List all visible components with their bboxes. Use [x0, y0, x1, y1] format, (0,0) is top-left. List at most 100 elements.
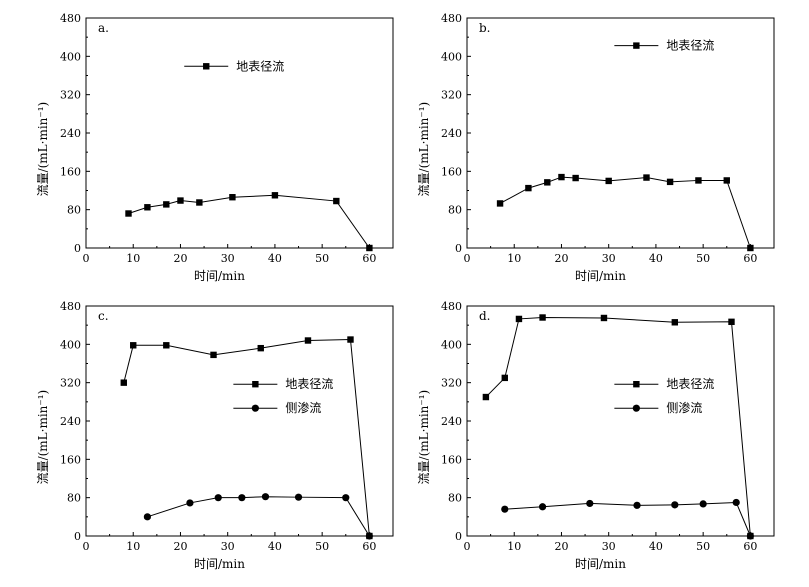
plot-frame: [85, 305, 394, 537]
plot-frame: [466, 305, 775, 537]
legend-label: 地表径流: [666, 377, 714, 391]
data-point: [130, 342, 137, 349]
data-point: [271, 192, 279, 199]
data-point: [544, 179, 551, 186]
y-tick-label: 0: [74, 530, 81, 543]
series-1: [120, 336, 373, 540]
x-tick-label: 10: [126, 252, 140, 265]
x-tick-label: 0: [464, 540, 471, 553]
data-point: [501, 374, 508, 382]
series-1: [125, 192, 373, 252]
series-line: [123, 339, 370, 537]
x-axis-label: 时间/min: [575, 557, 626, 571]
y-tick-label: 160: [60, 453, 81, 466]
legend-label: 地表径流: [285, 377, 333, 391]
data-point: [229, 194, 236, 201]
legend-marker: [203, 63, 210, 70]
data-point: [538, 503, 547, 511]
data-point: [572, 174, 579, 182]
data-point: [732, 498, 740, 507]
data-point: [365, 532, 373, 540]
x-tick-label: 10: [507, 252, 521, 265]
plot-frame: [466, 17, 775, 249]
data-point: [347, 336, 354, 343]
x-tick-label: 60: [743, 252, 757, 265]
series-line: [147, 496, 370, 537]
x-tick-label: 20: [554, 252, 568, 265]
y-tick-label: 0: [455, 242, 462, 255]
data-point: [496, 200, 504, 207]
series-line: [485, 316, 751, 537]
y-tick-label: 80: [448, 204, 462, 217]
x-tick-label: 20: [554, 540, 568, 553]
y-tick-label: 320: [441, 377, 462, 390]
data-point: [163, 201, 170, 208]
y-tick-label: 400: [60, 338, 81, 351]
x-tick-label: 20: [173, 540, 187, 553]
y-tick-label: 480: [60, 300, 81, 313]
data-point: [666, 178, 674, 186]
panel-label: c.: [98, 309, 109, 323]
chart-panel-2: 0 10 20 30 40 50 60 0 80 160 240 320 400 480 时间/min 流量/…: [417, 12, 775, 283]
series-2: [143, 493, 373, 540]
series-1: [482, 314, 754, 540]
legend-label: 地表径流: [236, 59, 284, 73]
x-tick-label: 40: [649, 540, 663, 553]
y-tick-label: 240: [60, 415, 81, 428]
legend-marker: [252, 381, 259, 388]
data-point: [125, 210, 132, 217]
x-tick-label: 20: [173, 252, 187, 265]
x-tick-label: 0: [83, 252, 90, 265]
data-point: [600, 314, 608, 322]
y-axis-label: 流量/(mL·min⁻¹): [417, 390, 431, 485]
x-tick-label: 0: [464, 252, 471, 265]
data-point: [214, 494, 222, 502]
data-point: [746, 532, 754, 540]
x-tick-label: 30: [602, 252, 616, 265]
y-tick-label: 80: [67, 492, 81, 505]
legend-marker: [633, 381, 640, 388]
data-point: [728, 318, 735, 326]
data-point: [304, 337, 312, 344]
legend: 地表径流: [184, 59, 284, 73]
panel-label: d.: [479, 309, 491, 323]
data-point: [186, 499, 194, 507]
chart-panel-4: 0 10 20 30 40 50 60 0 80 160 240 320 400 480 时间/min 流量/…: [417, 300, 775, 571]
x-tick-label: 0: [83, 540, 90, 553]
x-tick-label: 10: [507, 540, 521, 553]
x-axis-label: 时间/min: [194, 557, 245, 571]
data-point: [723, 177, 730, 184]
x-tick-label: 50: [696, 540, 710, 553]
x-tick-label: 60: [743, 540, 757, 553]
x-tick-label: 30: [221, 252, 235, 265]
y-tick-label: 160: [441, 165, 462, 178]
panel-label: a.: [98, 21, 109, 35]
data-point: [515, 315, 523, 323]
data-point: [525, 184, 532, 192]
legend-marker: [632, 404, 640, 412]
x-tick-label: 30: [602, 540, 616, 553]
data-point: [294, 493, 303, 501]
legend: 地表径流: [614, 39, 714, 53]
y-tick-label: 240: [441, 127, 462, 140]
y-tick-label: 160: [441, 453, 462, 466]
data-point: [163, 342, 170, 349]
data-point: [747, 244, 754, 252]
y-tick-label: 80: [448, 492, 462, 505]
data-point: [261, 493, 270, 501]
data-point: [196, 199, 203, 206]
chart-panel-3: 0 10 20 30 40 50 60 0 80 160 240 320 400 480 时间/min 流量/…: [36, 300, 394, 571]
data-point: [695, 177, 702, 184]
y-tick-label: 80: [67, 204, 81, 217]
data-point: [120, 379, 127, 386]
data-point: [539, 314, 546, 321]
data-point: [586, 499, 594, 508]
data-point: [257, 344, 264, 352]
x-tick-label: 60: [362, 252, 376, 265]
y-tick-label: 240: [60, 127, 81, 140]
y-axis-label: 流量/(mL·min⁻¹): [36, 102, 50, 197]
data-point: [333, 197, 340, 205]
data-point: [342, 494, 350, 502]
